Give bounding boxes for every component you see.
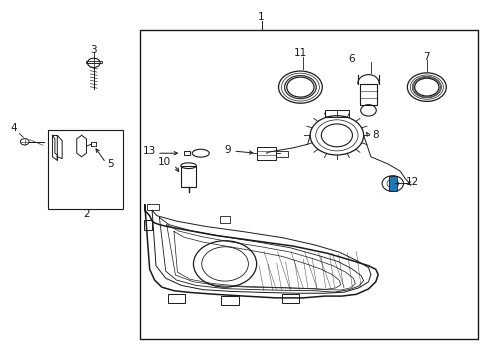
Bar: [183, 151, 189, 156]
Bar: [388, 176, 396, 192]
Text: 7: 7: [423, 52, 429, 62]
Bar: [388, 176, 396, 192]
Text: 13: 13: [143, 147, 156, 157]
Bar: [167, 294, 185, 303]
Bar: [276, 151, 287, 157]
Text: 4: 4: [10, 123, 17, 133]
Bar: [256, 147, 276, 159]
Text: 1: 1: [258, 13, 264, 22]
Bar: [220, 216, 229, 223]
Bar: [181, 166, 196, 187]
Text: 3: 3: [90, 45, 97, 55]
Text: 10: 10: [158, 157, 170, 167]
Bar: [86, 61, 102, 63]
Text: 6: 6: [347, 54, 354, 64]
Bar: [147, 204, 159, 210]
Text: 8: 8: [372, 130, 378, 140]
Text: 9: 9: [224, 145, 230, 155]
Text: 2: 2: [83, 209, 90, 219]
Text: 11: 11: [293, 48, 306, 58]
Bar: [143, 220, 151, 230]
Bar: [282, 294, 299, 303]
Bar: [324, 111, 348, 117]
Bar: [140, 30, 477, 339]
Bar: [221, 296, 238, 305]
Bar: [359, 84, 376, 105]
Text: 5: 5: [107, 159, 114, 169]
Text: 12: 12: [405, 177, 418, 187]
Bar: [47, 130, 122, 208]
